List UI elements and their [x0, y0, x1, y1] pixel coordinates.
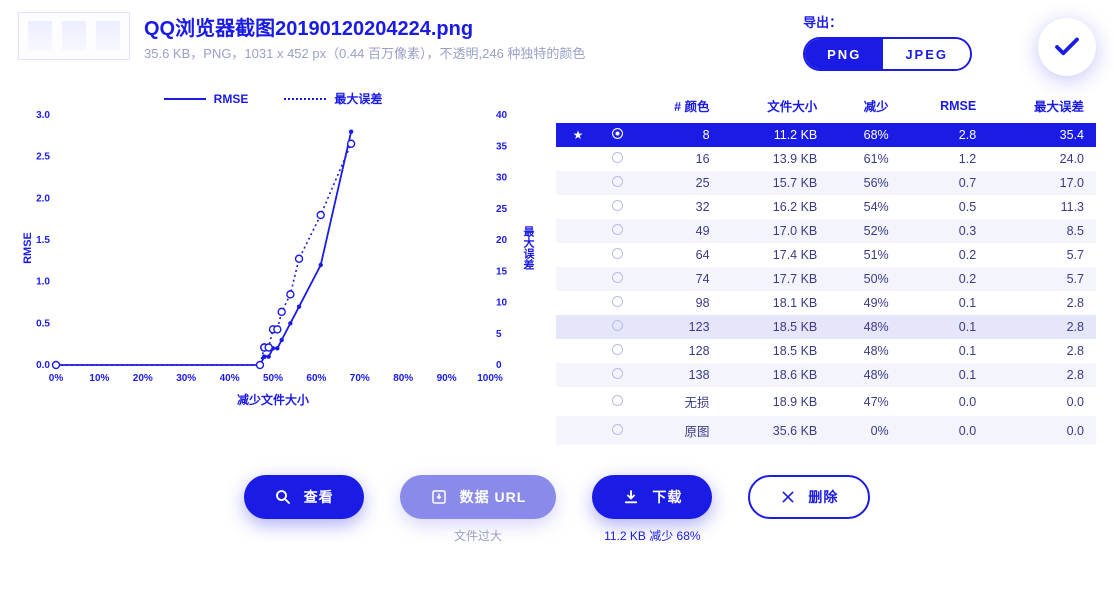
- chart: RMSE 最大误差 0%10%20%30%40%50%60%70%80%90%1…: [18, 109, 528, 387]
- svg-text:10%: 10%: [89, 373, 109, 384]
- th-max: 最大误差: [988, 90, 1096, 123]
- data-url-button[interactable]: 数据 URL: [400, 475, 557, 519]
- row-radio[interactable]: [612, 368, 623, 379]
- table-row[interactable]: 12318.5 KB48%0.12.8: [556, 315, 1096, 339]
- legend-max: 最大误差: [334, 90, 382, 107]
- table-row[interactable]: 4917.0 KB52%0.38.5: [556, 219, 1096, 243]
- table-row[interactable]: 6417.4 KB51%0.25.7: [556, 243, 1096, 267]
- svg-text:0%: 0%: [49, 373, 64, 384]
- file-meta: 35.6 KB，PNG，1031 x 452 px（0.44 百万像素），不透明…: [144, 43, 789, 62]
- svg-text:60%: 60%: [306, 373, 326, 384]
- svg-text:80%: 80%: [393, 373, 413, 384]
- svg-text:20%: 20%: [133, 373, 153, 384]
- view-button[interactable]: 查看: [244, 475, 364, 519]
- row-radio[interactable]: [612, 424, 623, 435]
- row-radio[interactable]: [612, 224, 623, 235]
- svg-text:2.0: 2.0: [36, 193, 50, 204]
- star-icon: ★: [573, 128, 584, 142]
- svg-text:10: 10: [496, 298, 508, 309]
- th-rmse: RMSE: [901, 90, 989, 123]
- table-row[interactable]: 13818.6 KB48%0.12.8: [556, 363, 1096, 387]
- row-radio[interactable]: [612, 248, 623, 259]
- file-thumbnail: [18, 12, 130, 60]
- svg-text:2.5: 2.5: [36, 152, 50, 163]
- row-radio[interactable]: [612, 320, 623, 331]
- svg-text:40%: 40%: [220, 373, 240, 384]
- row-radio[interactable]: [612, 296, 623, 307]
- check-icon: [1052, 32, 1082, 62]
- svg-text:70%: 70%: [350, 373, 370, 384]
- table-row[interactable]: 1613.9 KB61%1.224.0: [556, 147, 1096, 171]
- svg-text:25: 25: [496, 204, 508, 215]
- export-label: 导出：: [803, 12, 842, 31]
- svg-text:30%: 30%: [176, 373, 196, 384]
- svg-text:20: 20: [496, 235, 508, 246]
- svg-text:0.0: 0.0: [36, 360, 50, 371]
- table-row[interactable]: 7417.7 KB50%0.25.7: [556, 267, 1096, 291]
- svg-text:0: 0: [496, 360, 502, 371]
- svg-text:90%: 90%: [437, 373, 457, 384]
- row-radio[interactable]: [612, 344, 623, 355]
- svg-text:100%: 100%: [477, 373, 503, 384]
- svg-text:5: 5: [496, 329, 502, 340]
- svg-text:35: 35: [496, 141, 508, 152]
- table-row[interactable]: 12818.5 KB48%0.12.8: [556, 339, 1096, 363]
- svg-text:0.5: 0.5: [36, 318, 50, 329]
- file-title: QQ浏览器截图20190120204224.png: [144, 12, 789, 41]
- confirm-button[interactable]: [1038, 18, 1096, 76]
- delete-button[interactable]: 删除: [748, 475, 870, 519]
- svg-text:50%: 50%: [263, 373, 283, 384]
- download-button[interactable]: 下载: [592, 475, 712, 519]
- table-row[interactable]: 2515.7 KB56%0.717.0: [556, 171, 1096, 195]
- export-icon: [430, 488, 448, 506]
- svg-text:3.0: 3.0: [36, 110, 50, 121]
- table-row[interactable]: 3216.2 KB54%0.511.3: [556, 195, 1096, 219]
- th-colors: # 颜色: [635, 90, 722, 123]
- x-axis-label: 减少文件大小: [18, 391, 528, 408]
- compression-table: # 颜色 文件大小 减少 RMSE 最大误差 ★811.2 KB68%2.835…: [556, 90, 1096, 445]
- table-row[interactable]: 9818.1 KB49%0.12.8: [556, 291, 1096, 315]
- chart-legend: RMSE 最大误差: [18, 90, 528, 107]
- row-radio[interactable]: [612, 200, 623, 211]
- svg-text:30: 30: [496, 173, 508, 184]
- download-icon: [622, 488, 640, 506]
- th-reduce: 减少: [829, 90, 900, 123]
- data-url-sub: 文件过大: [454, 527, 502, 544]
- svg-text:15: 15: [496, 266, 508, 277]
- th-size: 文件大小: [722, 90, 830, 123]
- row-radio[interactable]: [612, 272, 623, 283]
- row-radio[interactable]: [612, 152, 623, 163]
- download-sub: 11.2 KB 减少 68%: [604, 527, 701, 544]
- format-toggle: PNG JPEG: [803, 37, 972, 71]
- format-png-button[interactable]: PNG: [805, 39, 883, 69]
- chart-svg: 0% 10% 20% 30% 40% 50% 60% 70% 80% 90% 100% 0.0 0.5 1…: [18, 109, 528, 387]
- legend-rmse: RMSE: [214, 92, 249, 106]
- table-row[interactable]: ★811.2 KB68%2.835.4: [556, 123, 1096, 147]
- svg-text:1.5: 1.5: [36, 235, 50, 246]
- row-radio[interactable]: [612, 128, 623, 139]
- row-radio[interactable]: [612, 176, 623, 187]
- row-radio[interactable]: [612, 395, 623, 406]
- svg-text:1.0: 1.0: [36, 277, 50, 288]
- close-icon: [780, 489, 796, 505]
- search-icon: [274, 488, 292, 506]
- format-jpeg-button[interactable]: JPEG: [883, 39, 970, 69]
- table-row[interactable]: 原图35.6 KB0%0.00.0: [556, 416, 1096, 445]
- svg-text:40: 40: [496, 110, 508, 121]
- table-row[interactable]: 无损18.9 KB47%0.00.0: [556, 387, 1096, 416]
